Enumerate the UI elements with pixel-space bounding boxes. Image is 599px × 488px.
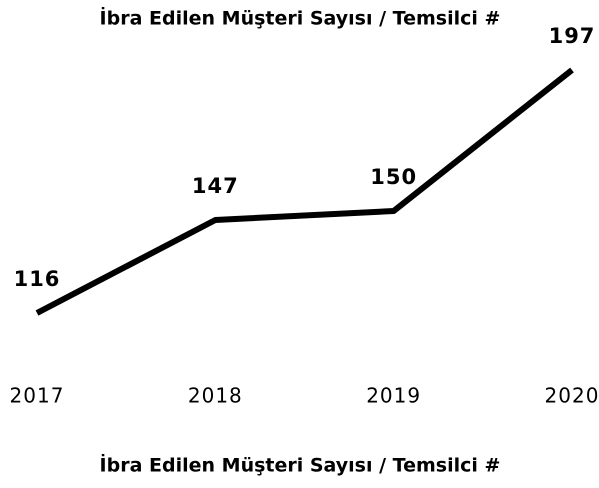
line bbox=[35, 67, 574, 316]
data-label: 147 bbox=[192, 174, 239, 198]
data-label: 116 bbox=[14, 267, 61, 291]
x-axis-label: İbra Edilen Müşteri Sayısı / Temsilci # bbox=[100, 453, 501, 477]
chart-title: İbra Edilen Müşteri Sayısı / Temsilci # bbox=[100, 6, 501, 30]
x-tick-label: 2020 bbox=[545, 384, 599, 408]
data-label: 197 bbox=[549, 24, 596, 48]
x-tick-label: 2018 bbox=[188, 384, 243, 408]
x-tick-label: 2017 bbox=[10, 384, 65, 408]
data-label: 150 bbox=[370, 165, 417, 189]
x-tick-label: 2019 bbox=[366, 384, 421, 408]
